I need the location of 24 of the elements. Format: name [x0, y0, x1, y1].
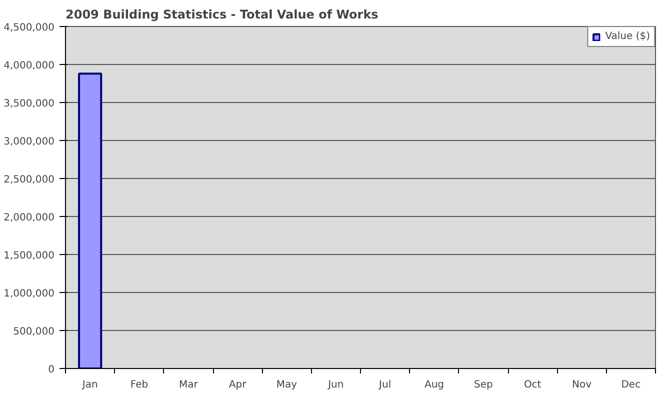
x-tick-label: Oct [524, 380, 542, 390]
y-tick-label: 1,000,000 [4, 288, 55, 300]
y-tick-label: 500,000 [13, 326, 55, 338]
y-tick-label: 4,500,000 [4, 22, 55, 34]
chart-title: 2009 Building Statistics - Total Value of Works [66, 8, 378, 22]
x-tick-label: Nov [572, 380, 592, 390]
x-tick-label: Jul [378, 380, 392, 390]
x-tick-label: May [276, 380, 298, 390]
x-tick-label: Jan [81, 380, 98, 390]
y-tick-label: 2,000,000 [4, 212, 55, 224]
x-tick-label: Feb [130, 380, 148, 390]
y-tick-label: 1,500,000 [4, 250, 55, 262]
x-tick-label: Mar [178, 380, 199, 390]
y-tick-label: 0 [48, 364, 55, 376]
y-tick-label: 2,500,000 [4, 174, 55, 186]
x-tick-label: Dec [621, 380, 641, 390]
legend-label: Value ($) [605, 31, 650, 42]
y-tick-label: 3,500,000 [4, 98, 55, 110]
x-tick-label: Apr [228, 380, 248, 390]
x-tick-label: Aug [424, 380, 444, 390]
x-tick-label: Jun [327, 380, 344, 390]
y-tick-label: 3,000,000 [4, 136, 55, 148]
x-tick-label: Sep [474, 380, 493, 390]
y-tick-label: 4,000,000 [4, 60, 55, 72]
